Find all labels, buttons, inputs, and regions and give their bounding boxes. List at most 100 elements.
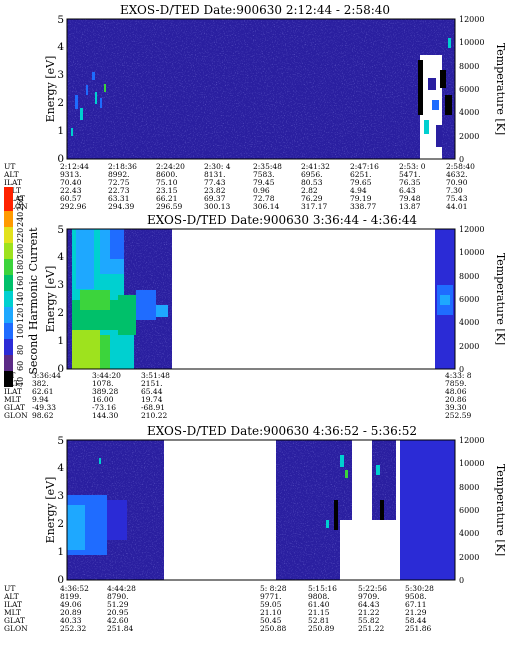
colorbar-tick: 40 <box>16 377 25 387</box>
orbit-value: 19.74 <box>141 395 163 404</box>
orbit-value: 79.65 <box>350 178 372 187</box>
panel-1-feature-right-8 <box>436 125 442 147</box>
orbit-value: 70.40 <box>60 178 82 187</box>
panel-1-y2tick: 8000 <box>459 62 479 71</box>
orbit-value: 21.22 <box>358 608 380 617</box>
panel-3-ytick: 5 <box>57 435 64 447</box>
orbit-row-label: MLT <box>4 395 21 404</box>
panel-3-feature-lightblue <box>67 505 85 550</box>
orbit-value: 55.82 <box>358 616 380 625</box>
orbit-value: 2:53: 0 <box>399 162 426 171</box>
orbit-value: 389.28 <box>92 387 118 396</box>
orbit-value: 20.95 <box>107 608 129 617</box>
panel-3-white-gap-2 <box>340 520 398 580</box>
orbit-value: 338.77 <box>350 202 376 211</box>
panel-1-y2tick: 2000 <box>459 132 479 141</box>
orbit-value: 79.45 <box>253 178 275 187</box>
panel-1-feature-left-5 <box>95 92 97 104</box>
panel-2-y2tick: 10000 <box>459 248 484 257</box>
orbit-value: 76.29 <box>301 194 323 203</box>
panel-3-yticks: 0 1 2 3 4 5 <box>57 435 64 586</box>
panel-3-title: EXOS-D/TED Date:900630 4:36:52 - 5:36:52 <box>147 424 417 438</box>
panel-2-feature-yellowgreen-1 <box>72 330 100 369</box>
panel-2-y2tick: 2000 <box>459 342 479 351</box>
orbit-value: 75.43 <box>446 194 468 203</box>
panel-2-y2tick: 12000 <box>459 225 484 234</box>
panel-3-y2tick: 8000 <box>459 483 479 492</box>
panel-1-feature-right-2 <box>428 78 436 90</box>
orbit-value: 69.37 <box>204 194 226 203</box>
panel-1-y2tick: 4000 <box>459 108 479 117</box>
orbit-value: 2:18:36 <box>108 162 137 171</box>
orbit-value: 4:44:28 <box>107 584 136 593</box>
panel-2-y2tick: 6000 <box>459 295 479 304</box>
orbit-value: 2151. <box>141 379 162 388</box>
panel-2-feature-yellowgreen-2 <box>100 335 110 369</box>
panel-3-y2tick: 0 <box>459 576 464 585</box>
panel-1-frame <box>66 18 456 160</box>
colorbar-swatch <box>4 371 13 387</box>
orbit-value: 6.43 <box>399 186 416 195</box>
orbit-value: 6956. <box>301 170 322 179</box>
panel-1-feature-left-2 <box>80 108 83 120</box>
panel-1-y2tick: 6000 <box>459 85 479 94</box>
orbit-value: 42.60 <box>107 616 129 625</box>
orbit-value: 8992. <box>108 170 129 179</box>
orbit-row-label: UT <box>4 584 15 593</box>
orbit-row-label: GLON <box>4 624 28 633</box>
orbit-value: 3:51:48 <box>141 371 170 380</box>
colorbar-swatch <box>4 339 13 355</box>
panel-3-y2ticks: 0 2000 4000 6000 8000 10000 12000 <box>459 436 484 585</box>
orbit-row-label: ILAT <box>4 600 22 609</box>
orbit-value: 4:33: 8 <box>445 371 472 380</box>
panel-3-y2label: Temperature [K] <box>494 464 505 556</box>
orbit-value: 16.00 <box>92 395 114 404</box>
panel-1-feature-left-8 <box>71 128 73 136</box>
panel-2-y2ticks: 0 2000 4000 6000 8000 10000 12000 <box>459 225 484 374</box>
orbit-value: -49.33 <box>32 403 56 412</box>
panel-2-ytick: 5 <box>57 224 64 236</box>
panel-3-y2tick: 6000 <box>459 506 479 515</box>
panel-1-y2tick: 12000 <box>459 15 484 24</box>
orbit-row-label: GLAT <box>4 194 25 203</box>
colorbar-swatch <box>4 355 13 371</box>
panel-1-feature-left-1 <box>75 95 78 109</box>
colorbar-swatch <box>4 187 13 211</box>
panel-2-frame <box>66 228 456 370</box>
orbit-value: 7859. <box>445 379 466 388</box>
panel-1-y2label: Temperature [K] <box>494 43 505 135</box>
orbit-value: 52.81 <box>308 616 329 625</box>
orbit-value: 9709. <box>358 592 379 601</box>
orbit-value: 8131. <box>204 170 225 179</box>
colorbar-swatch <box>4 323 13 339</box>
panel-1-plot-area <box>66 18 456 160</box>
panel-3-y2tick: 2000 <box>459 553 479 562</box>
panel-1-ytick: 1 <box>57 125 64 137</box>
colorbar-swatches <box>4 187 13 387</box>
panel-1-feature-right-7 <box>448 38 451 48</box>
orbit-value: 76.35 <box>399 178 421 187</box>
panel-1-feature-right-5 <box>424 120 429 134</box>
panel-2-feature-lightblue-1 <box>76 229 94 289</box>
panel-1-title: EXOS-D/TED Date:900630 2:12:44 - 2:58:40 <box>120 3 390 17</box>
colorbar-tick: 260 <box>16 196 25 211</box>
colorbar-tick: 60 <box>16 361 25 371</box>
panel-1-feature-right-4 <box>440 70 446 88</box>
orbit-value: 210.22 <box>141 411 167 420</box>
panel-3-y2tick: 4000 <box>459 529 479 538</box>
panel-2-ytick: 1 <box>57 335 64 347</box>
orbit-value: -73.16 <box>92 403 116 412</box>
colorbar-tick: 80 <box>16 345 25 355</box>
orbit-value: 48.06 <box>445 387 467 396</box>
orbit-value: 294.39 <box>108 202 134 211</box>
orbit-value: 22.73 <box>108 186 130 195</box>
orbit-row-label: ALT <box>3 170 19 179</box>
panel-3-ylabel: Energy [eV] <box>44 477 57 544</box>
orbit-value: 250.88 <box>260 624 286 633</box>
orbit-value: 21.10 <box>260 608 282 617</box>
orbit-value: 251.22 <box>358 624 384 633</box>
orbit-value: 72.78 <box>253 194 275 203</box>
orbit-row-label: GLON <box>4 202 28 211</box>
panel-3-ytick: 3 <box>57 490 64 502</box>
colorbar-tick: 220 <box>16 228 25 243</box>
